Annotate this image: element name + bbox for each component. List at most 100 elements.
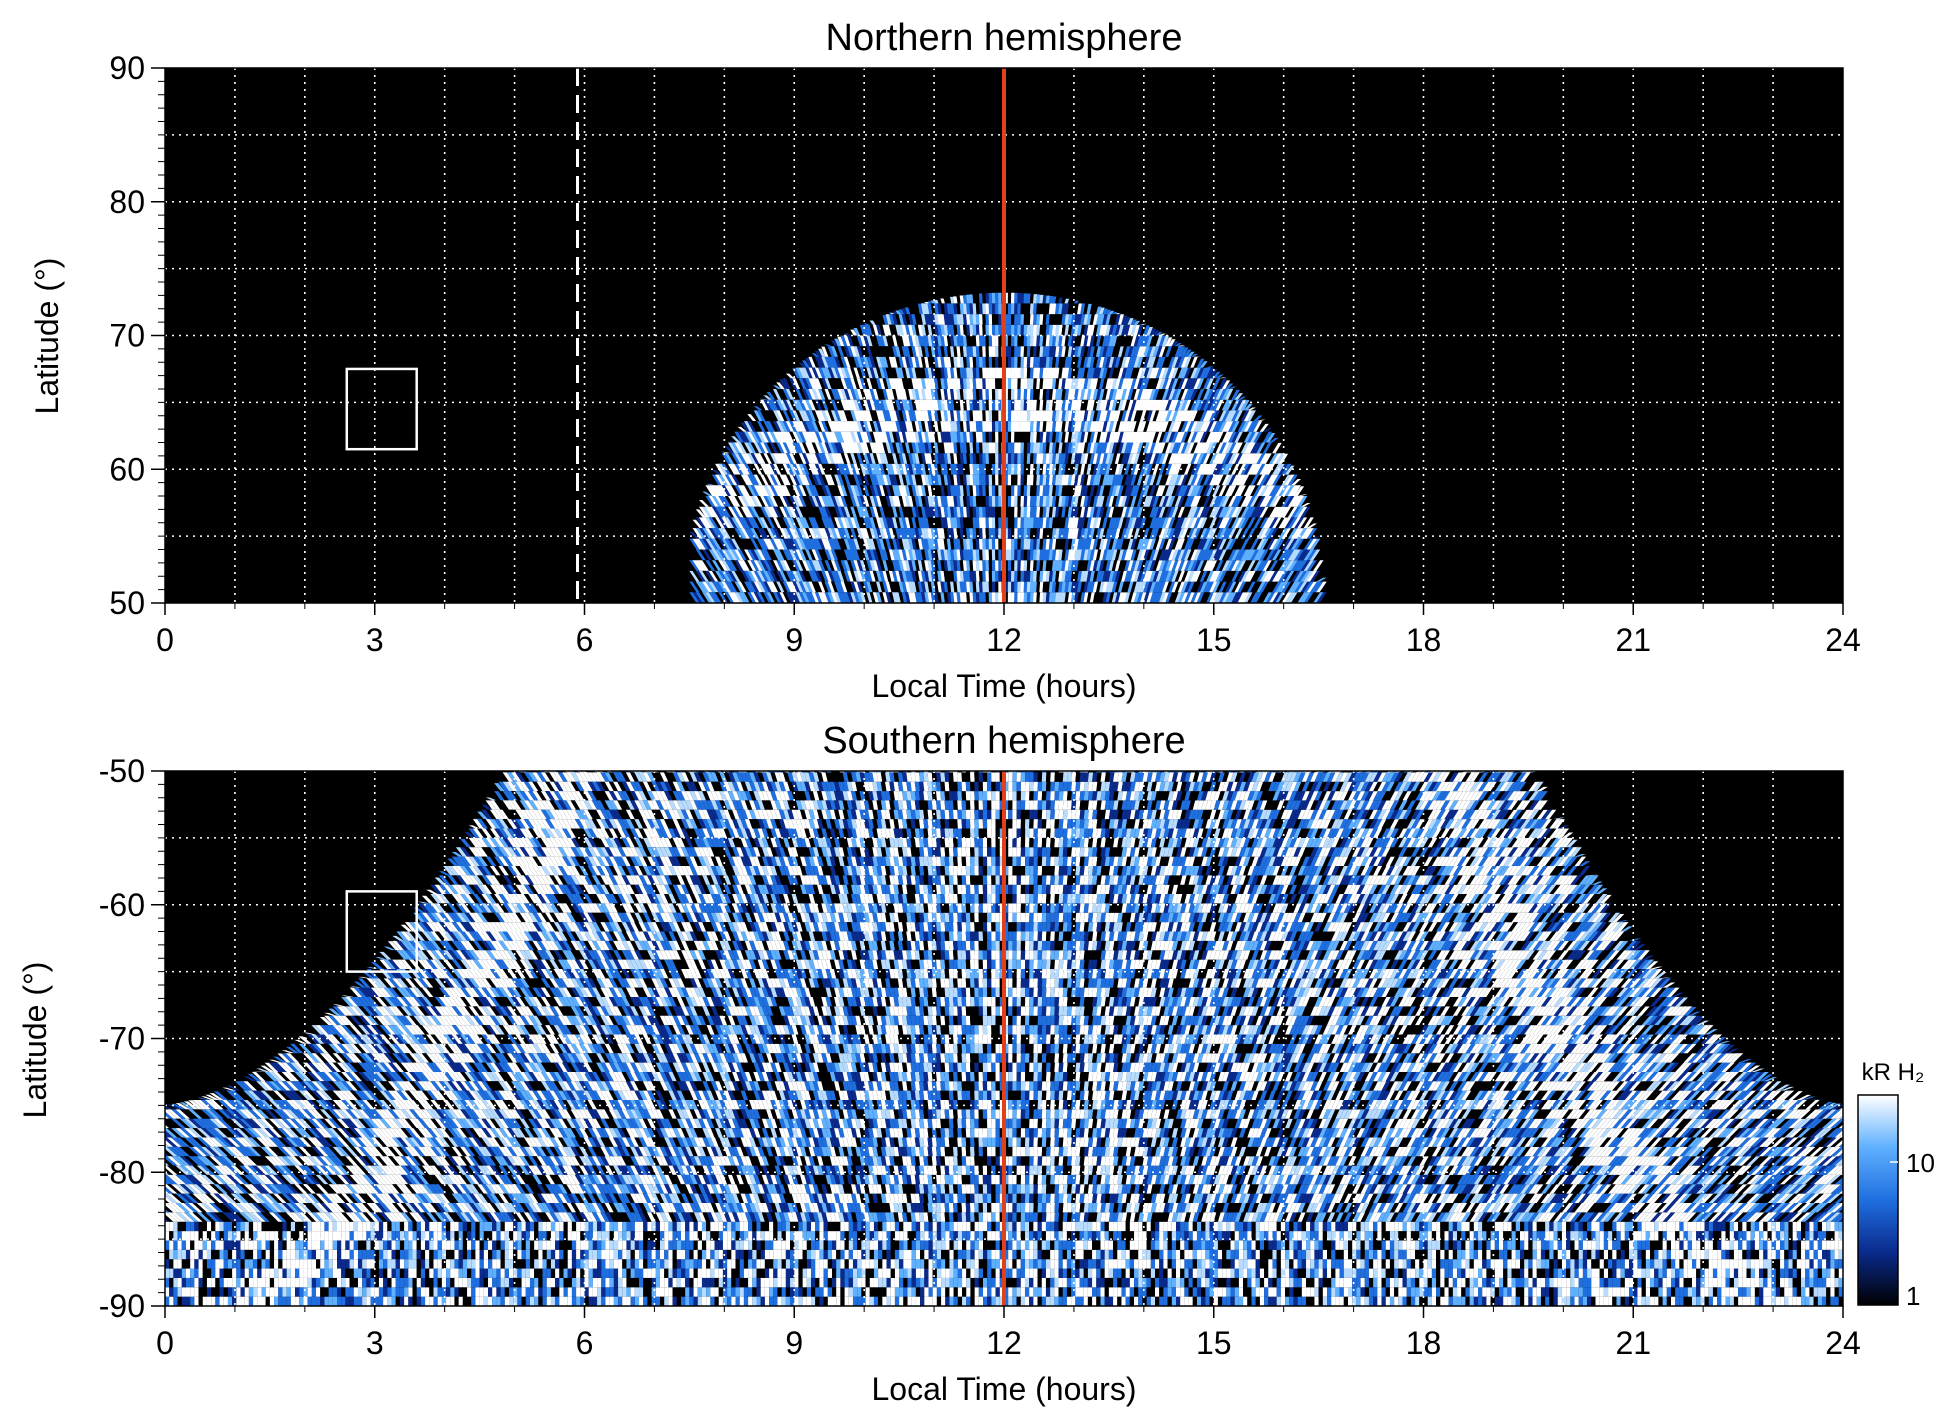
emission-cell (898, 335, 905, 347)
emission-cell (1206, 538, 1215, 550)
emission-cell (962, 463, 968, 475)
emission-cell (950, 463, 955, 475)
emission-cell (1026, 570, 1031, 582)
emission-cell (1215, 485, 1224, 496)
emission-cell (991, 517, 996, 529)
emission-cell (1036, 538, 1041, 550)
emission-cell (1256, 560, 1266, 571)
emission-cell (805, 421, 814, 432)
emission-cell (808, 549, 817, 561)
emission-cell (1284, 465, 1295, 475)
emission-cell (872, 421, 880, 432)
emission-cell (856, 346, 864, 357)
emission-cell (1099, 506, 1105, 518)
emission-cell (1202, 570, 1211, 582)
emission-cell (821, 506, 829, 518)
emission-cell (1111, 549, 1118, 561)
emission-cell (830, 346, 839, 357)
emission-cell (1042, 442, 1047, 454)
emission-cell (1051, 570, 1057, 582)
emission-cell (1048, 367, 1054, 379)
emission-cell (747, 474, 757, 486)
emission-cell (1026, 474, 1031, 486)
emission-cell (1105, 309, 1112, 315)
emission-cell (1033, 303, 1038, 315)
emission-cell (750, 463, 760, 475)
emission-cell (982, 367, 987, 379)
emission-cell (194, 1296, 199, 1306)
emission-cell (834, 378, 842, 389)
emission-cell (1007, 506, 1012, 518)
emission-cell (875, 346, 883, 357)
emission-cell (1083, 453, 1089, 464)
emission-cell (978, 356, 983, 368)
emission-cell (1127, 431, 1134, 443)
emission-cell (956, 356, 961, 368)
emission-cell (924, 538, 930, 550)
emission-cell (1256, 453, 1266, 464)
emission-cell (885, 517, 892, 529)
emission-cell (969, 570, 974, 582)
emission-cell (914, 304, 921, 315)
emission-cell (171, 1103, 186, 1110)
emission-cell (946, 506, 952, 518)
emission-cell (859, 356, 867, 368)
emission-cell (924, 346, 930, 357)
emission-cell (705, 538, 716, 550)
emission-cell (1180, 581, 1189, 593)
emission-cell (869, 581, 876, 593)
emission-cell (995, 410, 999, 422)
emission-cell (1133, 549, 1141, 561)
emission-cell (1029, 293, 1034, 304)
emission-cell (898, 324, 905, 336)
emission-cell (885, 324, 892, 336)
emission-cell (866, 442, 873, 454)
emission-cell (866, 581, 873, 593)
emission-cell (1089, 463, 1096, 475)
y-tick-label: 80 (109, 184, 145, 220)
emission-cell (1180, 474, 1189, 486)
emission-cell (206, 1277, 212, 1288)
emission-cell (801, 474, 810, 486)
emission-cell (789, 442, 798, 454)
emission-cell (1083, 496, 1089, 507)
emission-cell (901, 570, 908, 582)
emission-cell (946, 346, 952, 357)
emission-cell (1202, 592, 1211, 603)
emission-cell (859, 528, 867, 539)
emission-cell (1262, 474, 1273, 486)
emission-cell (814, 367, 823, 379)
emission-cell (1117, 410, 1124, 422)
emission-cell (1130, 592, 1137, 603)
emission-cell (991, 528, 996, 539)
emission-cell (950, 538, 955, 550)
emission-cell (1168, 528, 1176, 539)
emission-cell (1162, 389, 1170, 400)
emission-cell (1287, 528, 1298, 539)
emission-cell (818, 356, 826, 368)
emission-cell (1246, 410, 1256, 422)
emission-cell (1190, 378, 1198, 389)
emission-cell (1108, 528, 1115, 539)
emission-cell (1184, 474, 1192, 486)
emission-cell (1111, 324, 1118, 336)
emission-cell (892, 528, 898, 539)
emission-cell (183, 1193, 199, 1204)
emission-cell (776, 496, 785, 507)
emission-cell (801, 378, 810, 389)
emission-cell (198, 1231, 203, 1241)
emission-cell (1080, 314, 1086, 325)
emission-cell (1272, 570, 1282, 582)
emission-cell (1086, 389, 1092, 400)
emission-cell (856, 506, 864, 518)
emission-cell (1124, 581, 1131, 593)
emission-cell (698, 500, 710, 507)
emission-cell (689, 531, 700, 539)
emission-cell (1256, 474, 1266, 486)
emission-cell (879, 316, 886, 325)
emission-cell (869, 506, 876, 518)
emission-cell (1136, 356, 1144, 368)
emission-cell (1215, 549, 1224, 561)
emission-cell (908, 346, 914, 357)
emission-cell (1199, 549, 1208, 561)
